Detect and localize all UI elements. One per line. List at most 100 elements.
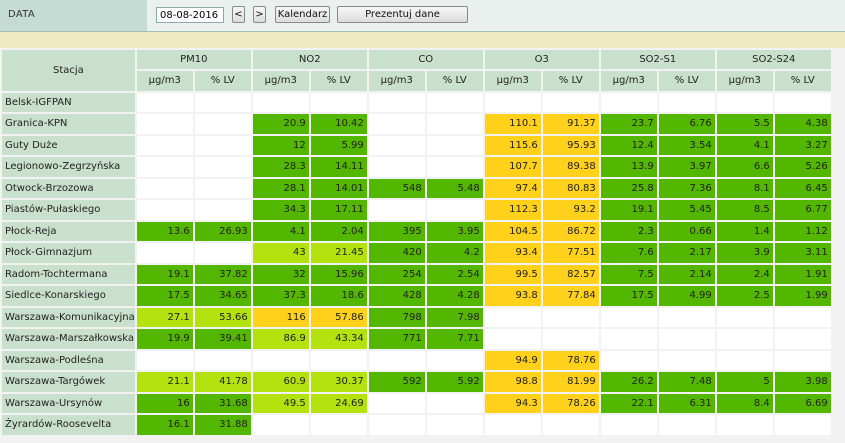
percent-lv-cell: 21.45 [310, 243, 367, 263]
concentration-cell [484, 307, 541, 327]
concentration-cell: 93.8 [484, 286, 541, 306]
percent-lv-cell: 5.26 [774, 157, 831, 177]
station-name[interactable]: Warszawa-Podleśna [2, 350, 135, 370]
table-row: Warszawa-Podleśna 94.9 78.76 [2, 350, 831, 370]
percent-lv-cell: 4.38 [774, 114, 831, 134]
percent-lv-cell [310, 92, 367, 112]
station-name[interactable]: Guty Duże [2, 135, 135, 155]
percent-lv-cell [658, 415, 715, 435]
concentration-cell: 26.2 [600, 372, 657, 392]
percent-lv-cell: 7.36 [658, 178, 715, 198]
concentration-cell: 798 [368, 307, 425, 327]
percent-lv-cell: 78.76 [542, 350, 599, 370]
station-name[interactable]: Radom-Tochtermana [2, 264, 135, 284]
calendar-button[interactable]: Kalendarz [275, 6, 330, 23]
concentration-cell [484, 415, 541, 435]
concentration-cell: 17.5 [136, 286, 193, 306]
concentration-cell: 12 [252, 135, 309, 155]
date-input[interactable] [156, 7, 224, 23]
concentration-cell: 6.6 [716, 157, 773, 177]
percent-lv-cell: 82.57 [542, 264, 599, 284]
percent-lv-cell [194, 350, 251, 370]
toolbar-controls [147, 0, 845, 31]
concentration-subheader: µg/m3 [136, 71, 193, 91]
concentration-subheader: µg/m3 [716, 71, 773, 91]
table-row: Żyrardów-Roosevelta 16.1 31.88 [2, 415, 831, 435]
concentration-cell [600, 329, 657, 349]
percent-lv-subheader: % LV [426, 71, 483, 91]
table-row: Siedlce-Konarskiego 17.5 34.65 37.3 18.6 428 4… [2, 286, 831, 306]
concentration-cell [716, 92, 773, 112]
percent-lv-cell: 7.71 [426, 329, 483, 349]
percent-lv-cell: 6.76 [658, 114, 715, 134]
concentration-cell: 4.1 [252, 221, 309, 241]
percent-lv-cell [658, 307, 715, 327]
concentration-cell: 99.5 [484, 264, 541, 284]
concentration-cell [600, 92, 657, 112]
concentration-cell: 49.5 [252, 393, 309, 413]
concentration-cell: 43 [252, 243, 309, 263]
concentration-cell: 20.9 [252, 114, 309, 134]
concentration-cell: 94.3 [484, 393, 541, 413]
concentration-cell: 21.1 [136, 372, 193, 392]
station-name[interactable]: Siedlce-Konarskiego [2, 286, 135, 306]
percent-lv-cell [426, 393, 483, 413]
percent-lv-cell: 34.65 [194, 286, 251, 306]
concentration-cell [368, 200, 425, 220]
percent-lv-cell: 24.69 [310, 393, 367, 413]
station-name[interactable]: Granica-KPN [2, 114, 135, 134]
percent-lv-cell [310, 350, 367, 370]
percent-lv-cell: 3.11 [774, 243, 831, 263]
concentration-cell: 592 [368, 372, 425, 392]
concentration-cell [136, 114, 193, 134]
percent-lv-cell: 1.91 [774, 264, 831, 284]
percent-lv-cell: 7.98 [426, 307, 483, 327]
concentration-cell [484, 92, 541, 112]
next-day-button[interactable]: > [253, 6, 266, 23]
concentration-cell: 110.1 [484, 114, 541, 134]
table-row: Warszawa-Ursynów 16 31.68 49.5 24.69 94.3 78.2… [2, 393, 831, 413]
station-name[interactable]: Warszawa-Komunikacyjna [2, 307, 135, 327]
concentration-cell: 60.9 [252, 372, 309, 392]
station-name[interactable]: Płock-Gimnazjum [2, 243, 135, 263]
concentration-cell [368, 393, 425, 413]
concentration-cell [716, 415, 773, 435]
percent-lv-cell [194, 114, 251, 134]
concentration-cell: 98.8 [484, 372, 541, 392]
concentration-cell [600, 415, 657, 435]
percent-lv-cell: 26.93 [194, 221, 251, 241]
percent-lv-cell: 57.86 [310, 307, 367, 327]
concentration-cell: 5 [716, 372, 773, 392]
concentration-cell [484, 329, 541, 349]
concentration-subheader: µg/m3 [600, 71, 657, 91]
percent-lv-cell: 1.12 [774, 221, 831, 241]
concentration-cell [252, 415, 309, 435]
station-name[interactable]: Warszawa-Ursynów [2, 393, 135, 413]
prev-day-button[interactable]: < [232, 6, 245, 23]
concentration-cell: 420 [368, 243, 425, 263]
station-name[interactable]: Legionowo-Zegrzyńska [2, 157, 135, 177]
station-name[interactable]: Płock-Reja [2, 221, 135, 241]
table-row: Warszawa-Komunikacyjna 27.1 53.66 116 57.86 7… [2, 307, 831, 327]
percent-lv-cell [658, 92, 715, 112]
concentration-cell: 86.9 [252, 329, 309, 349]
table-row: Radom-Tochtermana 19.1 37.82 32 15.96 254 2.54… [2, 264, 831, 284]
concentration-cell: 12.4 [600, 135, 657, 155]
station-name[interactable]: Warszawa-Marszałkowska [2, 329, 135, 349]
percent-lv-cell: 5.45 [658, 200, 715, 220]
station-name[interactable]: Piastów-Pułaskiego [2, 200, 135, 220]
percent-lv-subheader: % LV [774, 71, 831, 91]
present-data-button[interactable]: Prezentuj dane [337, 6, 468, 23]
station-name[interactable]: Otwock-Brzozowa [2, 178, 135, 198]
concentration-cell [716, 329, 773, 349]
station-name[interactable]: Żyrardów-Roosevelta [2, 415, 135, 435]
station-name[interactable]: Belsk-IGFPAN [2, 92, 135, 112]
pollutant-group-header: SO2-S24 [716, 50, 831, 69]
percent-lv-cell [194, 200, 251, 220]
station-name[interactable]: Warszawa-Targówek [2, 372, 135, 392]
percent-lv-cell: 43.34 [310, 329, 367, 349]
concentration-cell: 5.5 [716, 114, 773, 134]
percent-lv-cell: 7.48 [658, 372, 715, 392]
concentration-cell: 116 [252, 307, 309, 327]
percent-lv-cell [426, 114, 483, 134]
